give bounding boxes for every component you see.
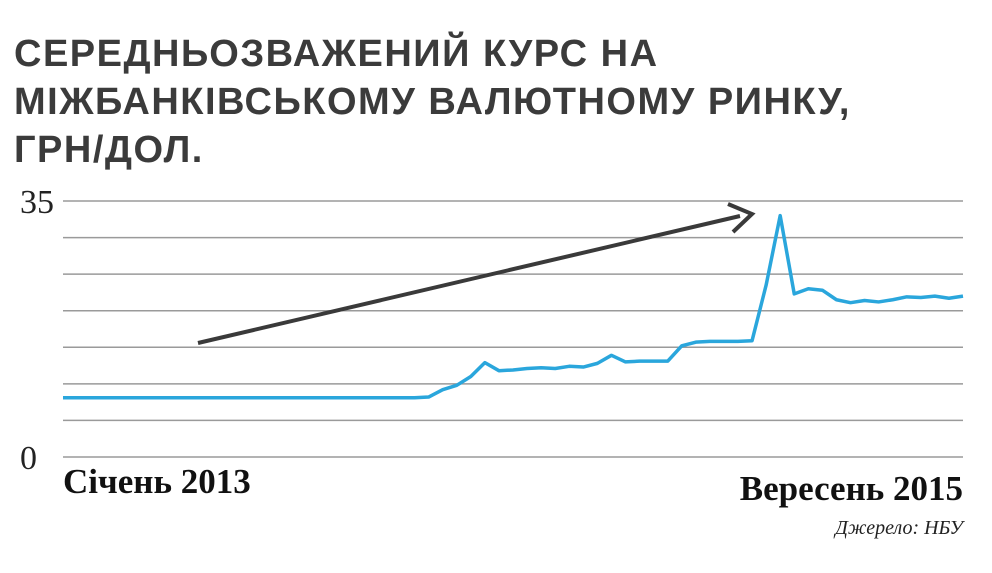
chart-title: СЕРЕДНЬОЗВАЖЕНИЙ КУРС НА МІЖБАНКІВСЬКОМУ… [14,33,851,171]
x-tick-label: Вересень 2015 [740,469,963,508]
trend-arrow [197,214,741,345]
trend-arrow-head [727,202,756,234]
grid [63,200,963,458]
source: Джерело: НБУ [833,517,965,539]
y-tick-label: 35 [20,184,54,221]
data-line [63,213,964,400]
y-tick-label: 0 [20,440,37,477]
x-tick-label: Січень 2013 [63,462,251,501]
